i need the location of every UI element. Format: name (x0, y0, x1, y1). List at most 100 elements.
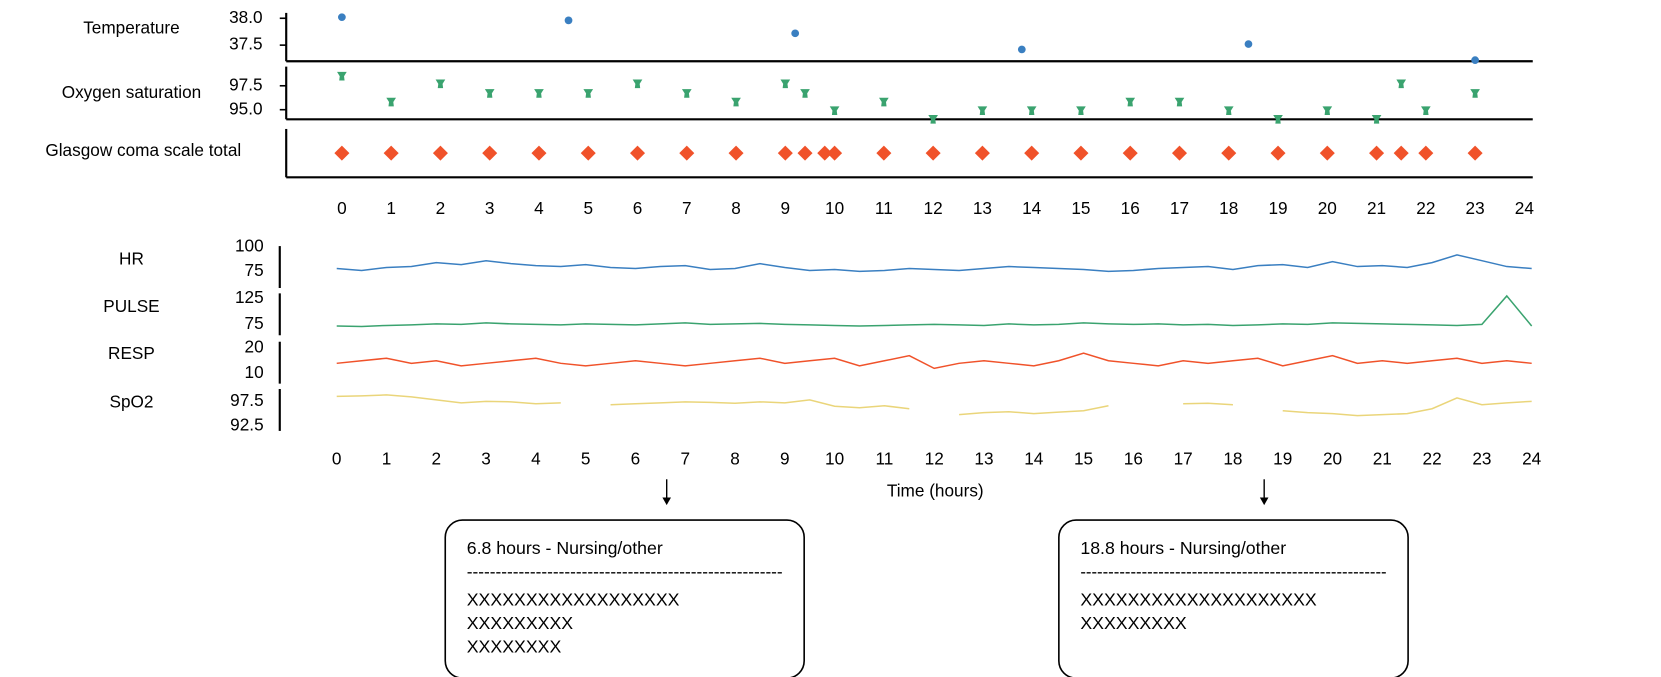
note-line: XXXXXXXXXXXXXXXXXX (467, 589, 680, 609)
y-tick-label: 38.0 (229, 7, 262, 27)
point (1418, 145, 1434, 161)
arrow-head (1259, 497, 1269, 506)
x-tick-label: 1 (386, 198, 396, 218)
panel-label: Temperature (83, 18, 180, 38)
point (1319, 145, 1335, 161)
y-tick-label: 10 (245, 362, 264, 382)
x-tick-label: 6 (631, 448, 641, 468)
x-tick-label: 6 (633, 198, 643, 218)
note-box (1058, 519, 1409, 677)
point (1221, 145, 1237, 161)
line (336, 254, 1532, 273)
x-tick-label: 5 (581, 448, 591, 468)
x-tick-label: 3 (481, 448, 491, 468)
line (1183, 402, 1233, 406)
x-tick-label: 10 (825, 448, 844, 468)
point (1371, 114, 1382, 124)
panel-label: HR (119, 249, 144, 269)
x-tick-label: 24 (1515, 198, 1535, 218)
x-tick-label: 15 (1074, 448, 1093, 468)
x-tick-label: 0 (332, 448, 342, 468)
point (780, 79, 791, 89)
panel-label: SpO2 (109, 392, 153, 412)
note-divider: ----------------------------------------… (467, 561, 783, 581)
point (1073, 145, 1089, 161)
x-tick-label: 0 (337, 198, 347, 218)
point (432, 145, 448, 161)
note-line: XXXXXXXXX (1080, 613, 1187, 633)
point (977, 106, 988, 115)
line (336, 352, 1532, 370)
x-tick-label: 11 (875, 198, 893, 218)
x-tick-label: 8 (731, 198, 741, 218)
x-tick-label: 17 (1174, 448, 1193, 468)
line (610, 399, 910, 410)
point (876, 145, 892, 161)
x-tick-label: 18 (1223, 448, 1242, 468)
point (531, 145, 547, 161)
point (383, 145, 399, 161)
x-tick-label: 23 (1466, 198, 1485, 218)
x-tick-label: 22 (1423, 448, 1442, 468)
x-tick-label: 7 (680, 448, 690, 468)
point (1393, 145, 1409, 161)
point (1244, 40, 1253, 48)
x-tick-label: 23 (1472, 448, 1491, 468)
y-tick-label: 37.5 (229, 34, 262, 54)
point (629, 145, 646, 161)
panel-label: Oxygen saturation (62, 82, 202, 102)
y-tick-label: 97.5 (230, 390, 263, 410)
x-axis-label: Time (hours) (887, 481, 984, 501)
point (829, 106, 840, 115)
point (731, 97, 741, 107)
point (484, 89, 495, 98)
point (1171, 145, 1188, 161)
y-tick-label: 20 (245, 337, 264, 357)
point (1125, 97, 1136, 107)
point (1122, 145, 1138, 161)
x-tick-label: 14 (1024, 448, 1044, 468)
line (1282, 397, 1532, 417)
point (1467, 145, 1483, 161)
point (338, 13, 346, 22)
x-tick-label: 15 (1071, 198, 1090, 218)
point (1076, 106, 1086, 115)
y-tick-label: 75 (245, 260, 264, 280)
point (800, 89, 810, 98)
x-tick-label: 19 (1268, 198, 1287, 218)
x-tick-label: 8 (730, 448, 740, 468)
x-tick-label: 2 (432, 448, 442, 468)
point (925, 145, 941, 161)
line (336, 294, 1533, 328)
point (1017, 45, 1026, 54)
line (959, 405, 1109, 416)
x-tick-label: 13 (974, 448, 993, 468)
y-tick-label: 97.5 (229, 74, 262, 94)
note-box (444, 519, 805, 677)
x-tick-label: 19 (1273, 448, 1292, 468)
point (1396, 79, 1407, 89)
point (337, 71, 347, 81)
x-tick-label: 18 (1219, 198, 1238, 218)
x-tick-label: 5 (583, 198, 593, 218)
x-tick-label: 17 (1170, 198, 1189, 218)
y-tick-label: 75 (245, 313, 264, 333)
point (1322, 106, 1333, 115)
x-tick-label: 2 (436, 198, 446, 218)
x-tick-label: 22 (1416, 198, 1435, 218)
y-tick-label: 95.0 (229, 98, 262, 118)
point (1471, 56, 1479, 65)
point (1369, 145, 1385, 161)
note-title: 6.8 hours - Nursing/other (467, 538, 663, 558)
panel-label: PULSE (103, 296, 159, 316)
x-tick-label: 21 (1367, 198, 1386, 218)
point (534, 89, 544, 98)
panel-label: RESP (108, 343, 155, 363)
point (1470, 89, 1480, 98)
point (1026, 106, 1037, 115)
x-tick-label: 20 (1323, 448, 1342, 468)
y-tick-label: 100 (235, 236, 264, 256)
x-tick-label: 14 (1022, 198, 1042, 218)
note-line: XXXXXXXXX (467, 613, 574, 633)
note-title: 18.8 hours - Nursing/other (1080, 538, 1286, 558)
